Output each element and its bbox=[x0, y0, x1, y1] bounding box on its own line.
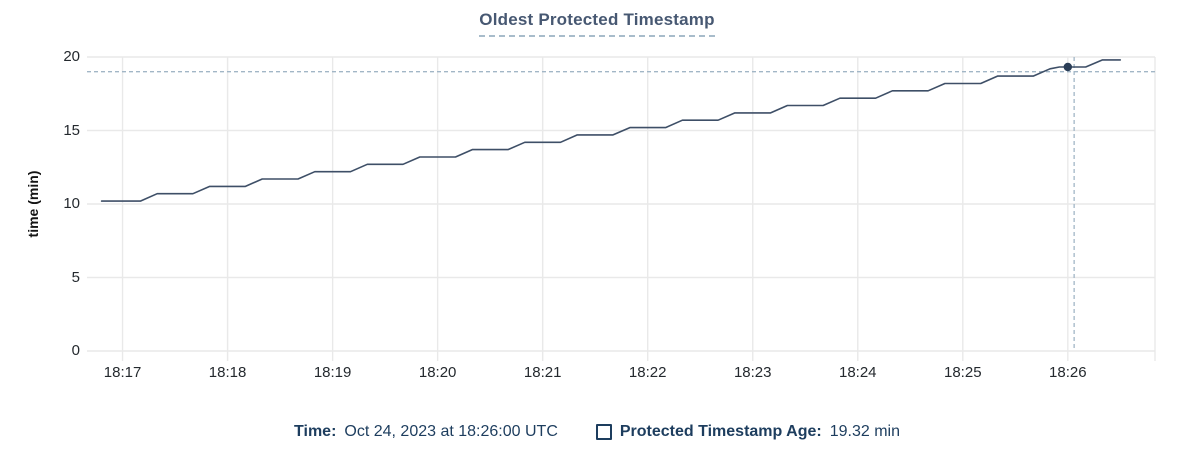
series-label: Protected Timestamp Age: bbox=[619, 423, 822, 440]
x-tick-label: 18:22 bbox=[628, 364, 667, 381]
y-tick-label: 5 bbox=[71, 268, 80, 286]
x-tick-label: 18:20 bbox=[418, 364, 457, 381]
hover-point-dot bbox=[1063, 62, 1073, 72]
legend-swatch-icon[interactable] bbox=[595, 424, 612, 440]
series-line bbox=[100, 59, 1122, 202]
x-tick-label: 18:18 bbox=[208, 364, 247, 381]
chart-title-row: Oldest Protected Timestamp bbox=[0, 10, 1194, 37]
y-tick-label: 15 bbox=[63, 121, 80, 139]
x-tick-label: 18:19 bbox=[313, 364, 352, 381]
x-tick-label: 18:23 bbox=[733, 364, 772, 381]
y-tick-label: 0 bbox=[71, 342, 80, 359]
series-value: 19.32 min bbox=[829, 423, 900, 440]
time-label: Time: bbox=[294, 423, 337, 440]
x-tick-label: 18:25 bbox=[944, 364, 982, 381]
chart-footer: Time: Oct 24, 2023 at 18:26:00 UTC Prote… bbox=[0, 423, 1194, 441]
y-tick-label: 10 bbox=[63, 195, 80, 212]
x-tick-label: 18:17 bbox=[103, 364, 142, 381]
x-tick-label: 18:26 bbox=[1049, 364, 1087, 381]
chart-title[interactable]: Oldest Protected Timestamp bbox=[479, 10, 715, 37]
x-tick-label: 18:21 bbox=[523, 364, 562, 381]
legend-item-protected-timestamp-age[interactable]: Protected Timestamp Age: 19.32 min bbox=[595, 423, 900, 441]
x-tick-label: 18:24 bbox=[838, 364, 877, 381]
time-value: Oct 24, 2023 at 18:26:00 UTC bbox=[344, 423, 558, 440]
y-tick-label: 20 bbox=[63, 48, 80, 65]
